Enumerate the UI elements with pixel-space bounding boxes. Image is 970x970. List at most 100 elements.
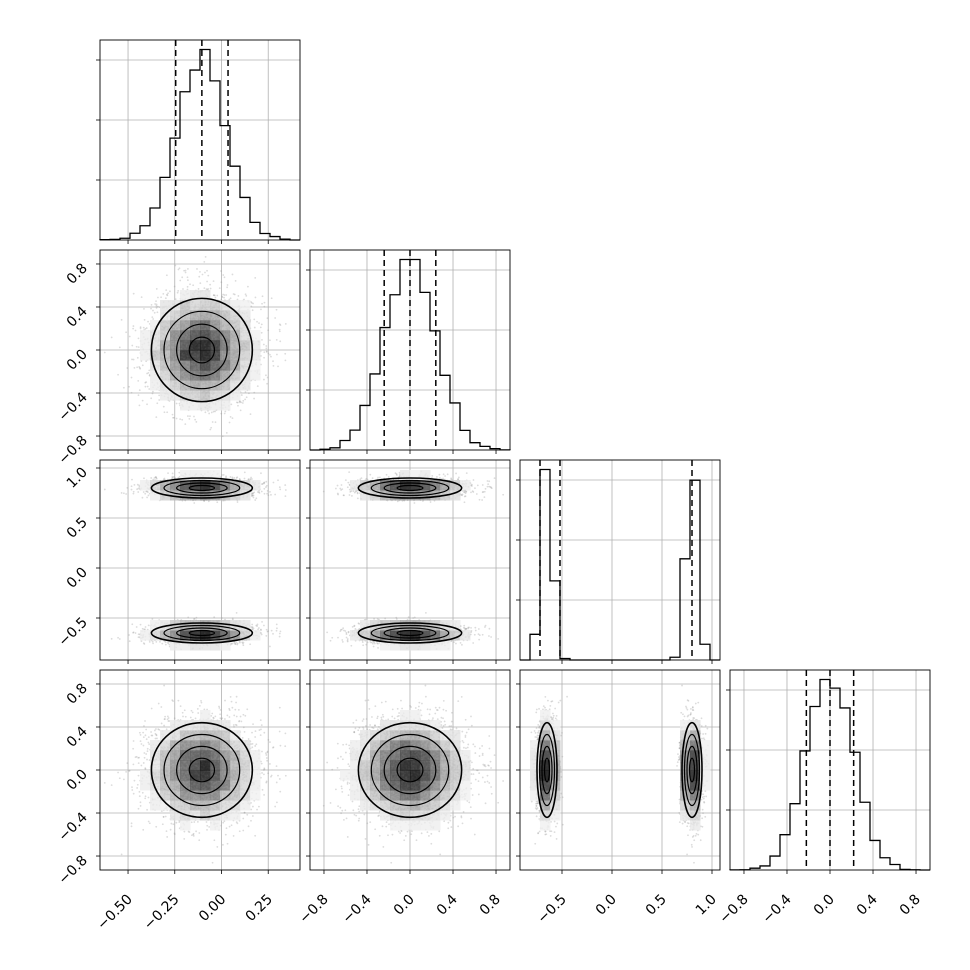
density-cell [150,360,161,371]
density-cell [160,390,171,401]
density-cell [160,330,171,341]
scatter-point [266,382,269,385]
scatter-point [220,281,223,284]
scatter-point [207,274,210,277]
scatter-point [137,346,140,349]
scatter-point [248,392,250,395]
density-cell [200,330,211,341]
contour-line [150,297,254,403]
density-cell [180,370,191,381]
scatter-point [152,309,154,312]
scatter-point [141,399,144,402]
scatter-point [155,288,158,290]
scatter-point [140,296,143,299]
scatter-point [275,308,278,311]
scatter-point [251,478,253,480]
scatter-point [228,421,231,424]
scatter-point [157,296,159,299]
scatter-point [187,415,189,417]
scatter-point [137,394,140,397]
scatter-point [253,391,256,394]
scatter-point [260,331,263,334]
scatter-point [275,338,278,341]
scatter-point [210,426,213,429]
scatter-point [164,297,167,300]
density-cell [190,300,201,311]
scatter-point [272,364,275,367]
scatter-point [163,477,166,480]
scatter-point [245,396,248,399]
scatter-point [279,488,282,491]
scatter-point [253,326,256,329]
scatter-point [146,372,148,375]
scatter-point [169,290,171,293]
scatter-point [278,323,281,326]
scatter-point [232,293,235,295]
scatter-point [209,283,212,286]
panel-frame [519,459,721,661]
scatter-point [172,416,175,419]
density-cell [180,390,191,401]
scatter-point [152,390,154,393]
density-cell [250,340,261,351]
x-tick-label: 0.4 [854,891,881,918]
scatter-point [270,297,273,300]
scatter-point [176,291,179,294]
density-cell [150,320,161,331]
scatter-point [223,294,226,296]
density-cell [170,370,181,381]
scatter-point [212,410,215,413]
density-cell [230,340,241,351]
scatter-point [209,428,212,431]
scatter-point [220,298,223,301]
density-cell [150,370,161,381]
scatter-point [244,391,247,393]
y-tick-label: 0.8 [64,260,91,287]
scatter-point [163,411,166,414]
scatter-point [238,400,241,403]
scatter-point [110,336,113,339]
density-cell [250,370,261,381]
scatter-point [145,381,148,384]
scatter-point [244,398,247,401]
scatter-point [158,399,161,401]
scatter-point [135,345,138,348]
scatter-point [233,293,236,296]
density-cell [230,300,241,311]
scatter-point [189,283,191,286]
density-cell [150,350,161,361]
density-cell [230,310,241,321]
scatter-point [231,273,234,276]
scatter-point [243,298,245,301]
density-cell [210,320,221,331]
scatter-point [155,307,158,309]
x-tick-label: −0.8 [716,892,751,927]
scatter-point [265,374,267,377]
scatter-point [272,360,274,363]
scatter-point [155,416,158,419]
scatter-point [132,327,135,330]
scatter-point [303,370,305,372]
density-cell [220,350,231,361]
density-cell [250,350,261,361]
scatter-point [201,273,204,276]
density-cell [150,380,161,391]
density-cell [220,380,231,391]
scatter-point [136,356,139,359]
scatter-point [139,327,142,330]
scatter-point [145,327,148,329]
scatter-point [156,402,159,405]
density-cell [140,330,151,341]
scatter-point [220,270,222,272]
scatter-point [199,270,201,273]
density-cell [170,310,181,321]
density-cell [240,320,251,331]
scatter-point [208,412,211,415]
scatter-point [140,360,143,362]
scatter-point [270,355,272,358]
density-cell [240,360,251,371]
hist-panel-3: −0.8 −0.4 0.0 0.4 0.8 [716,669,931,927]
scatter-point [250,305,253,308]
scatter-point [214,296,217,299]
scatter-point [199,282,202,285]
